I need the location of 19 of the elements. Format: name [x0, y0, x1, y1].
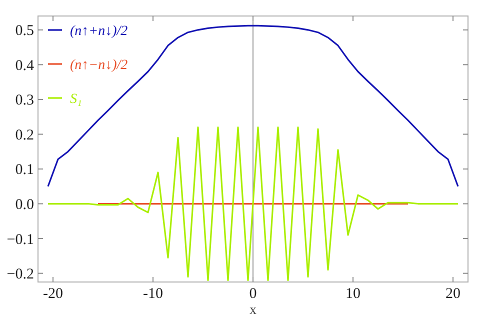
y-tick-label: −0.2 [6, 266, 34, 283]
legend-label: (n↑−n↓)/2 [70, 58, 128, 73]
y-tick-label: 0.3 [15, 92, 34, 109]
x-tick-label: 0 [249, 286, 257, 302]
line-series [47, 126, 459, 282]
x-axis-title: x [250, 303, 256, 318]
x-tick-label: -10 [143, 286, 163, 302]
x-tick-label: 20 [446, 286, 460, 302]
y-tick-label: 0.5 [15, 23, 34, 40]
legend-label: S₁ [70, 92, 82, 107]
x-tick-label: -20 [43, 286, 63, 302]
y-tick-label: −0.1 [6, 232, 34, 248]
y-tick-label: 0.4 [15, 58, 34, 74]
y-tick-label: 0.2 [15, 127, 34, 144]
y-tick-label: 0.0 [15, 197, 34, 214]
y-tick-label: 0.1 [15, 162, 34, 178]
legend-label: (n↑+n↓)/2 [70, 24, 128, 39]
x-tick-label: 10 [346, 286, 360, 302]
line-series [47, 24, 459, 188]
